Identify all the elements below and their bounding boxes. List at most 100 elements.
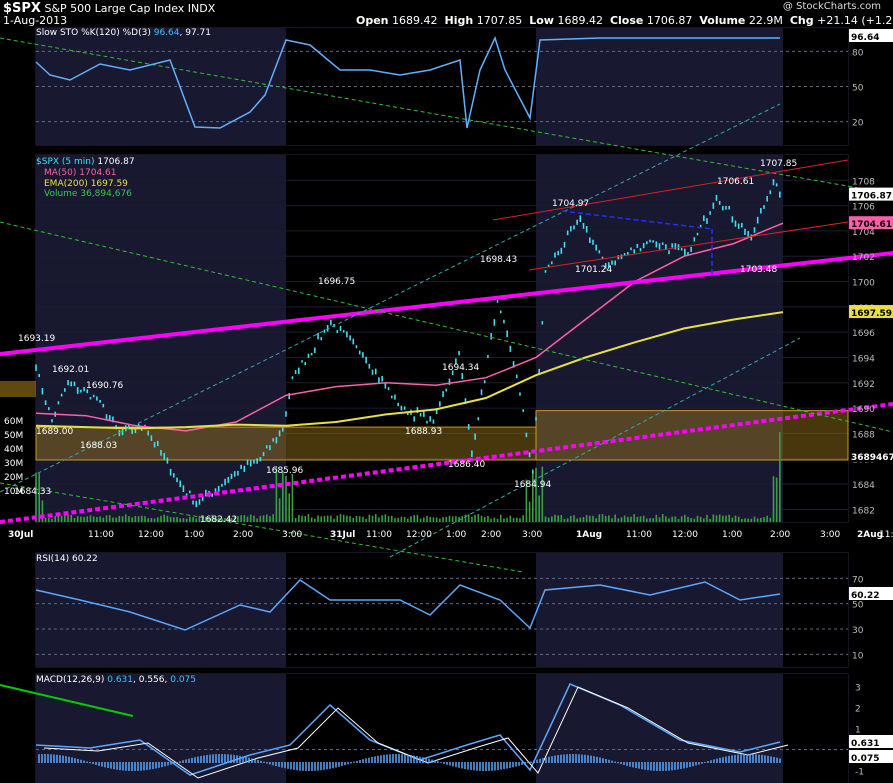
volume-bar	[221, 518, 223, 522]
support-zone-edge	[0, 381, 36, 397]
macd-hist-bar	[599, 757, 601, 763]
macd-hist-bar	[674, 762, 676, 770]
x-tick-label: 1:00	[184, 530, 204, 540]
macd-hist-bar	[431, 759, 433, 763]
price-annotation: 1696.75	[318, 277, 355, 287]
volume-bar	[413, 515, 416, 522]
macd-hist-bar	[383, 754, 385, 763]
volume-bar	[573, 515, 575, 522]
macd-hist-bar	[686, 762, 688, 768]
price-tick-label: 1694	[852, 354, 875, 364]
macd-hist-bar	[671, 762, 673, 771]
macd-hist-bar	[299, 762, 301, 771]
session-shade-rsi-2	[536, 553, 783, 667]
change-value: +21.14 (+1.25%)	[817, 14, 893, 27]
macd-hist-bar	[503, 762, 505, 770]
macd-hist-bar	[221, 754, 223, 763]
macd-hist-bar	[731, 755, 733, 763]
volume-bar	[684, 514, 686, 522]
volume-bar	[639, 516, 642, 522]
volume-bar	[301, 515, 303, 522]
volume-bar	[560, 515, 563, 522]
macd-hist-bar	[752, 754, 754, 763]
volume-bar	[519, 518, 521, 522]
volume-bar	[208, 518, 210, 522]
volume-bar	[506, 517, 508, 522]
macd-hist-bar	[182, 760, 184, 763]
volume-bar	[317, 515, 319, 522]
macd-hist-bar	[95, 762, 97, 765]
macd-hist-bar	[296, 762, 298, 771]
volume-bar	[750, 518, 753, 522]
volume-bar	[298, 514, 300, 522]
macd-hist-bar	[665, 762, 667, 771]
volume-tick-label: 30M	[4, 459, 23, 469]
macd-hist-bar	[458, 762, 460, 768]
x-tick-label: 12:00	[138, 530, 164, 540]
macd-hist-bar	[308, 762, 310, 771]
macd-hist-bar	[125, 762, 127, 771]
macd-hist-bar	[734, 754, 736, 763]
macd-hist-bar	[527, 762, 529, 764]
volume-bar	[775, 477, 778, 522]
macd-hist-bar	[146, 762, 148, 771]
volume-bar	[655, 514, 658, 522]
macd-hist-bar	[464, 762, 466, 770]
ema200-line	[35, 311, 784, 430]
macd-hist-bar	[173, 762, 175, 764]
macd-hist-bar	[257, 760, 259, 763]
sto-tag: 96.64	[851, 33, 879, 43]
volume-bar	[259, 515, 262, 522]
macd-hist-bar	[530, 761, 532, 763]
macd-hist-bar	[548, 756, 550, 763]
volume-bar	[528, 501, 531, 522]
macd-hist-bar	[620, 762, 622, 765]
volume-bar	[160, 515, 162, 522]
macd-hist-bar	[647, 762, 649, 771]
volume-tick-label: 50M	[4, 431, 23, 441]
macd-hist-bar	[746, 754, 748, 763]
volume-bar	[699, 516, 702, 522]
macd-hist-bar	[389, 754, 391, 763]
volume-bar	[275, 466, 278, 522]
ema-tag-bg	[849, 305, 893, 319]
volume-bar	[410, 516, 412, 522]
macd-hist-bar	[578, 754, 580, 763]
macd-hist-bar	[164, 762, 166, 767]
rsi-tag-bg	[849, 587, 893, 600]
macd-hist-bar	[149, 762, 151, 770]
price-tick-label: 1706	[852, 203, 875, 213]
macd-hist-bar	[344, 762, 346, 766]
macd-hist-bar	[422, 757, 424, 763]
price-annotation: 1706.61	[717, 177, 754, 187]
volume-bar	[140, 515, 143, 522]
macd-hist-bar	[140, 762, 142, 771]
panel-backgrounds	[35, 27, 849, 783]
macd-hist-bar	[626, 762, 628, 766]
macd-hist-bar	[92, 762, 94, 765]
volume-bar	[772, 476, 775, 522]
price-annotation: 1707.85	[760, 159, 797, 169]
macd-hist-bar	[44, 754, 46, 763]
macd-hist-bar	[104, 762, 106, 768]
macd-hist-bar	[485, 762, 487, 771]
channel-lower-dashed	[389, 337, 801, 558]
volume-bar	[285, 475, 287, 522]
volume-bar	[448, 515, 451, 522]
macd-hist-bar	[212, 754, 214, 763]
volume-bar	[76, 516, 79, 522]
macd-hist-bar	[371, 756, 373, 763]
macd-hist-bar	[236, 755, 238, 763]
macd-hist-bar	[707, 761, 709, 763]
volume-bar	[760, 517, 762, 522]
macd-hist-bar	[689, 762, 691, 768]
macd-hist-bar	[134, 762, 136, 771]
macd-hist-bar	[68, 756, 70, 763]
volume-bar	[582, 516, 585, 522]
x-tick-label: 11:00	[88, 530, 114, 540]
macd-hist-bar	[410, 755, 412, 763]
macd-hist-bar	[356, 760, 358, 763]
exchange: INDX	[187, 2, 216, 15]
volume-bar	[442, 517, 444, 522]
macd-hist-bar	[533, 760, 535, 763]
